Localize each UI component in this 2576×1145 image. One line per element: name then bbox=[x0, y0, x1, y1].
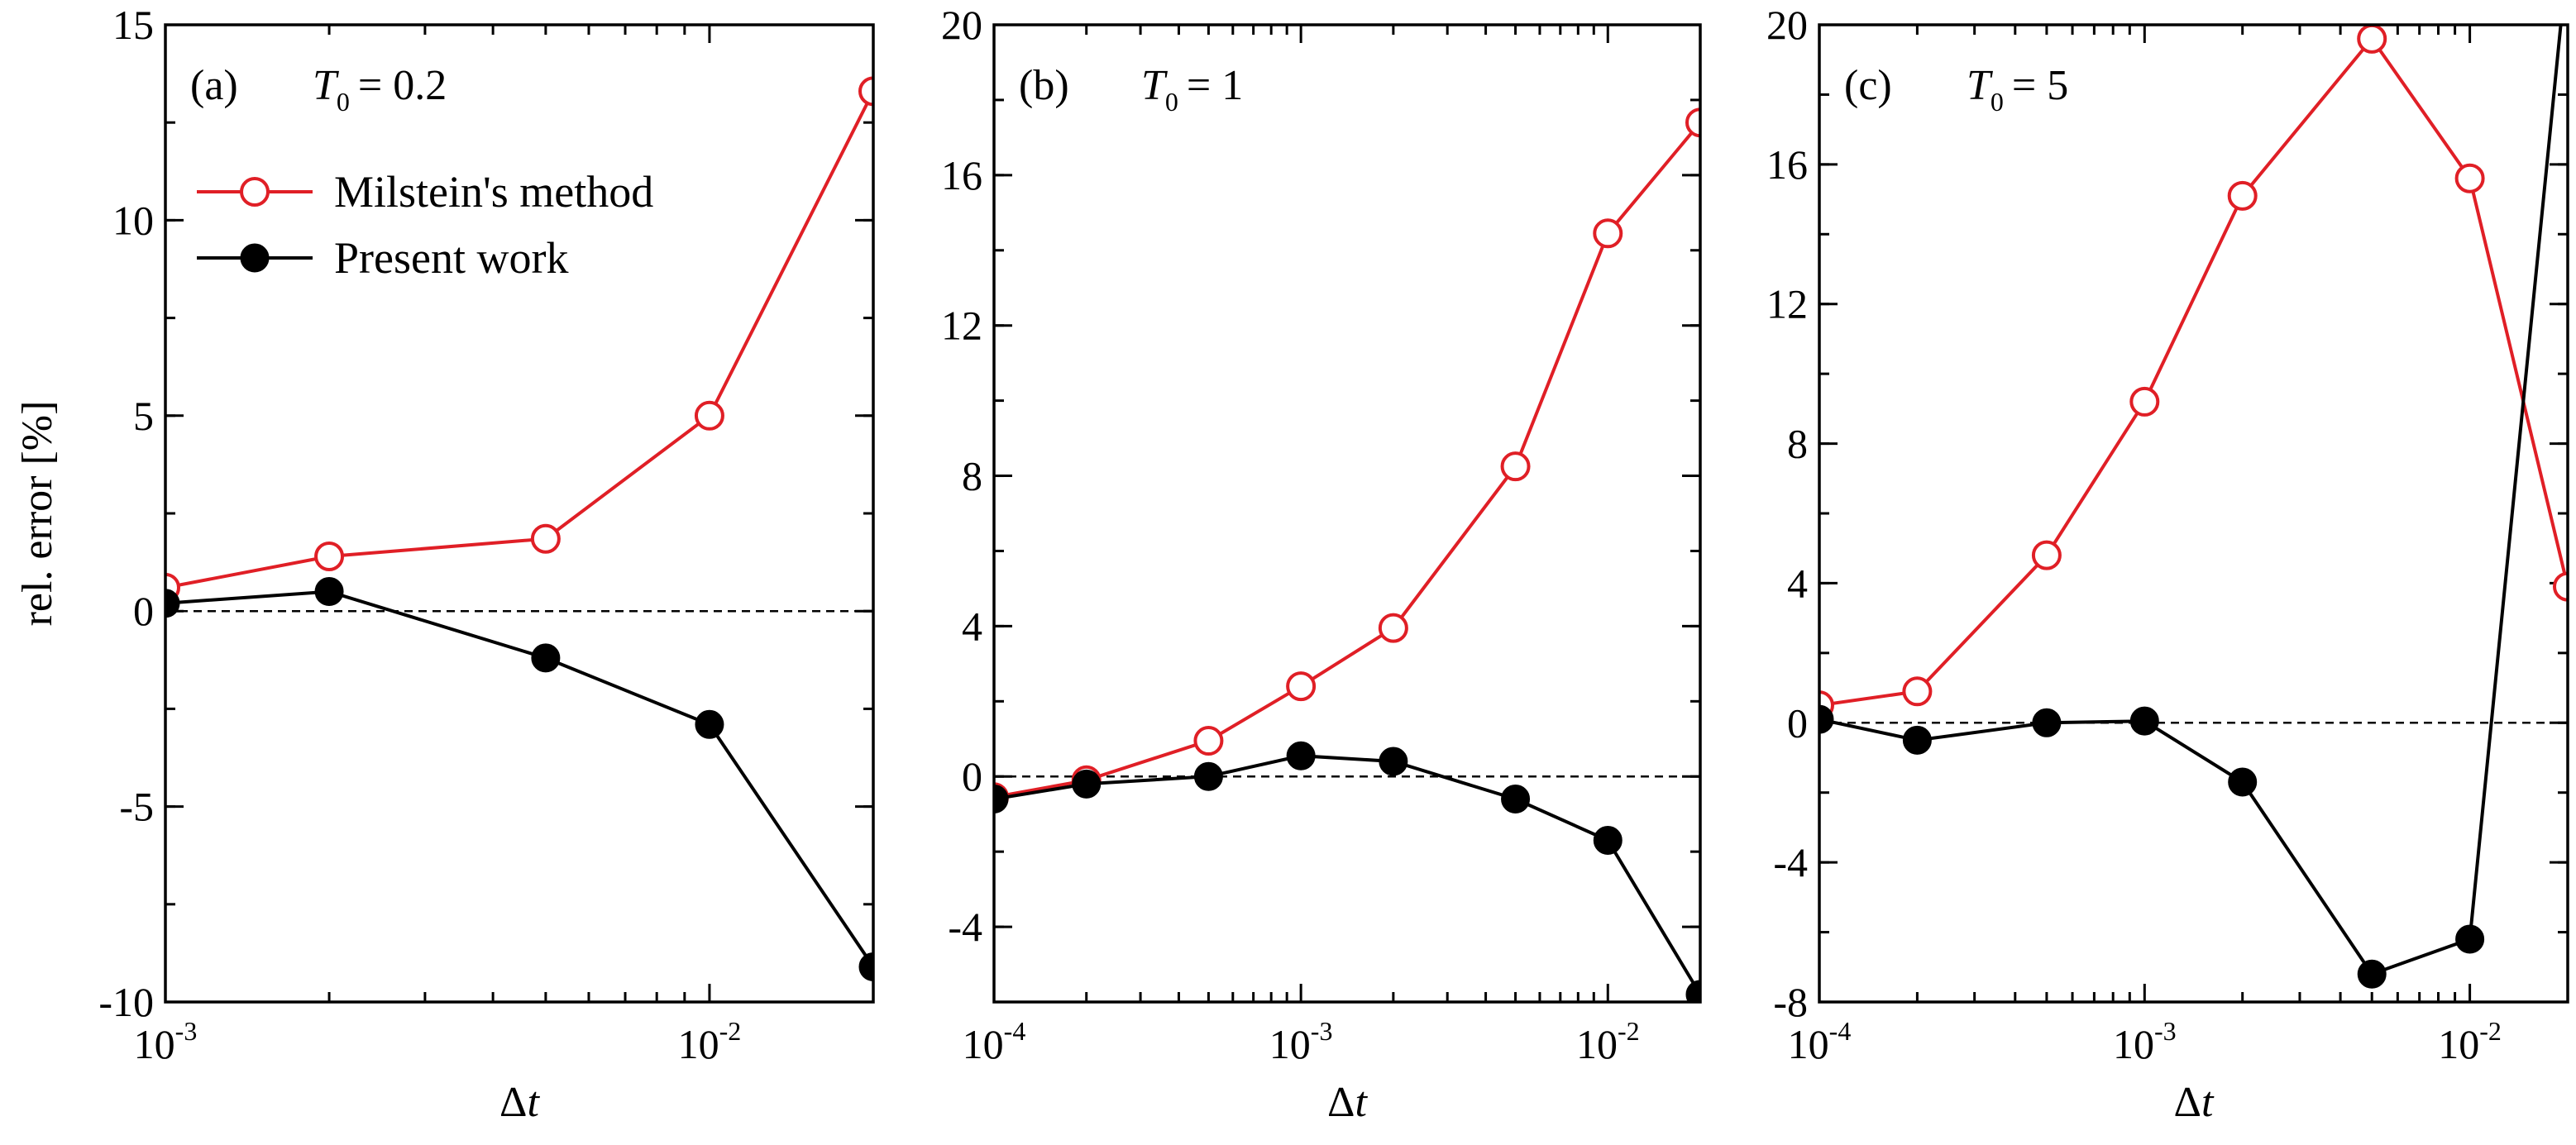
panel-a-y-tick-label: -5 bbox=[119, 784, 154, 830]
legend: Milstein's method Present work bbox=[197, 167, 653, 283]
panel-c-data bbox=[1819, 25, 2568, 989]
panel-a-present-work-line bbox=[165, 589, 873, 968]
panel-c-present-work-point bbox=[2455, 924, 2485, 954]
panel-b-present-work-point bbox=[1501, 785, 1531, 814]
panel-c-frame bbox=[1818, 23, 2569, 1004]
panel-b-y-tick-label: 12 bbox=[941, 303, 982, 349]
panel-b-milstein-point bbox=[1685, 107, 1700, 138]
panel-c-milstein-point bbox=[1902, 676, 1933, 707]
panel-c-milstein-point bbox=[2031, 540, 2062, 570]
panel-b-present-work-point bbox=[1193, 761, 1223, 791]
panel-c-y-tick-label: 12 bbox=[1766, 281, 1808, 327]
panel-c-y-tick-label: 20 bbox=[1766, 2, 1808, 48]
panel-c-milstein-point bbox=[2129, 386, 2160, 417]
panel-b-present-work-point bbox=[1685, 980, 1700, 1002]
panel-b-y-tick-label: 4 bbox=[962, 603, 982, 649]
legend-present-text: Present work bbox=[334, 233, 568, 283]
panel-b-present-work-point bbox=[994, 785, 1009, 814]
panel-a-title: T0 = 0.2 bbox=[313, 62, 447, 117]
panel-a-present-work-point bbox=[695, 709, 724, 739]
panel-c-y-tick-label: 8 bbox=[1787, 421, 1808, 467]
panel-b-y-tick-label: 0 bbox=[962, 753, 982, 799]
panel-a-milstein-point bbox=[694, 400, 724, 431]
panel-a-data bbox=[165, 76, 873, 981]
panel-a-milstein-point bbox=[858, 76, 873, 107]
panel-c-title: T0 = 5 bbox=[1967, 62, 2068, 117]
panel-c-present-work-line bbox=[1819, 25, 2563, 976]
panel-a-milstein-point bbox=[314, 541, 345, 572]
panel-a-milstein-point bbox=[530, 523, 561, 554]
panel-a-present-work-point bbox=[531, 643, 561, 673]
panel-c-milstein-line bbox=[1819, 36, 2568, 708]
panel-b: 10-4 10-3 10-2 -4 0 4 8 12 16 20 (b) T0 = 1 Δt bbox=[941, 2, 1702, 1126]
panel-a-y-tick-label: -10 bbox=[98, 979, 154, 1025]
panel-b-y-tick-label: -4 bbox=[948, 904, 982, 950]
panel-a-present-work-point bbox=[858, 952, 873, 981]
panel-c-milstein-point bbox=[2357, 25, 2387, 54]
legend-milstein-marker bbox=[240, 177, 270, 207]
panel-a: 10-3 10-2 -10 -5 0 5 10 15 (a) T0 = 0.2 Δt bbox=[98, 2, 875, 1126]
panel-c-xlabel: Δt bbox=[2174, 1079, 2215, 1126]
panel-b-present-work-point bbox=[1379, 747, 1408, 776]
panel-a-y-tick-label: 10 bbox=[112, 197, 154, 243]
panel-c-present-work-point bbox=[2032, 708, 2062, 737]
panel-b-y-tick-label: 20 bbox=[941, 2, 982, 48]
panel-c-y-tick-label: 16 bbox=[1766, 141, 1808, 188]
panel-b-milstein-point bbox=[1500, 451, 1531, 482]
panel-b-milstein-point bbox=[1286, 671, 1317, 702]
panel-b-frame bbox=[992, 23, 1702, 1004]
panel-a-xlabel: Δt bbox=[499, 1079, 540, 1126]
panel-b-milstein-point bbox=[1593, 218, 1623, 249]
panel-c-y-tick-label: 0 bbox=[1787, 699, 1808, 746]
panel-b-milstein-line bbox=[994, 121, 1700, 799]
panel-c-present-work-point bbox=[2357, 959, 2387, 989]
panel-c-y-tick-label: 4 bbox=[1787, 560, 1808, 606]
panel-a-present-work-point bbox=[165, 589, 180, 618]
panel-c-x-tick-label: 10-3 bbox=[2113, 1016, 2177, 1067]
panel-b-title: T0 = 1 bbox=[1141, 62, 1243, 117]
panel-c-present-work-point bbox=[2228, 767, 2258, 797]
panel-c-label: (c) bbox=[1844, 62, 1892, 109]
panel-b-milstein-point bbox=[1378, 613, 1408, 643]
panel-a-y-tick-label: 15 bbox=[112, 2, 154, 48]
panel-a-milstein-line bbox=[165, 90, 873, 589]
panel-c-x-tick-label: 10-4 bbox=[1788, 1016, 1852, 1067]
panel-b-data bbox=[994, 107, 1700, 1002]
panel-c-present-work-point bbox=[1819, 704, 1834, 734]
panel-c-milstein-point bbox=[2227, 180, 2258, 211]
panel-c-y-tick-label: -8 bbox=[1773, 979, 1808, 1025]
panel-b-x-tick-label: 10-3 bbox=[1269, 1016, 1333, 1067]
legend-milstein-text: Milstein's method bbox=[334, 167, 653, 217]
panel-b-xlabel: Δt bbox=[1327, 1079, 1368, 1126]
panel-c-milstein-point bbox=[2454, 163, 2485, 193]
y-axis-label: rel. error [%] bbox=[14, 401, 61, 627]
panel-b-x-tick-label: 10-4 bbox=[963, 1016, 1026, 1067]
panel-b-y-tick-label: 16 bbox=[941, 152, 982, 198]
legend-present-marker bbox=[240, 243, 270, 273]
panel-c-milstein-point bbox=[2553, 571, 2568, 602]
panel-a-x-tick-label: 10-3 bbox=[134, 1016, 198, 1067]
panel-c-present-work-point bbox=[2129, 706, 2159, 736]
panel-b-present-work-line bbox=[994, 754, 1700, 995]
panel-a-y-tick-label: 0 bbox=[133, 588, 154, 634]
panel-a-x-tick-label: 10-2 bbox=[678, 1016, 742, 1067]
panel-a-label: (a) bbox=[190, 62, 238, 109]
panel-b-present-work-point bbox=[1593, 826, 1623, 856]
panel-b-milstein-point bbox=[1193, 726, 1224, 756]
panel-b-present-work-point bbox=[1286, 741, 1316, 770]
panel-c: 10-4 10-3 10-2 -8 -4 0 4 8 12 16 20 (c) T0 = 5 Δt bbox=[1766, 2, 2569, 1126]
panel-c-present-work-point bbox=[1902, 725, 1932, 755]
panel-b-x-tick-label: 10-2 bbox=[1576, 1016, 1640, 1067]
panel-a-frame bbox=[164, 23, 875, 1004]
panel-b-label: (b) bbox=[1019, 62, 1069, 109]
panel-c-y-tick-label: -4 bbox=[1773, 839, 1808, 885]
panel-b-y-tick-label: 8 bbox=[962, 453, 982, 499]
panel-a-y-tick-label: 5 bbox=[133, 393, 154, 439]
panel-c-x-tick-label: 10-2 bbox=[2438, 1016, 2502, 1067]
panel-a-present-work-point bbox=[314, 577, 344, 607]
panel-b-present-work-point bbox=[1072, 769, 1102, 799]
